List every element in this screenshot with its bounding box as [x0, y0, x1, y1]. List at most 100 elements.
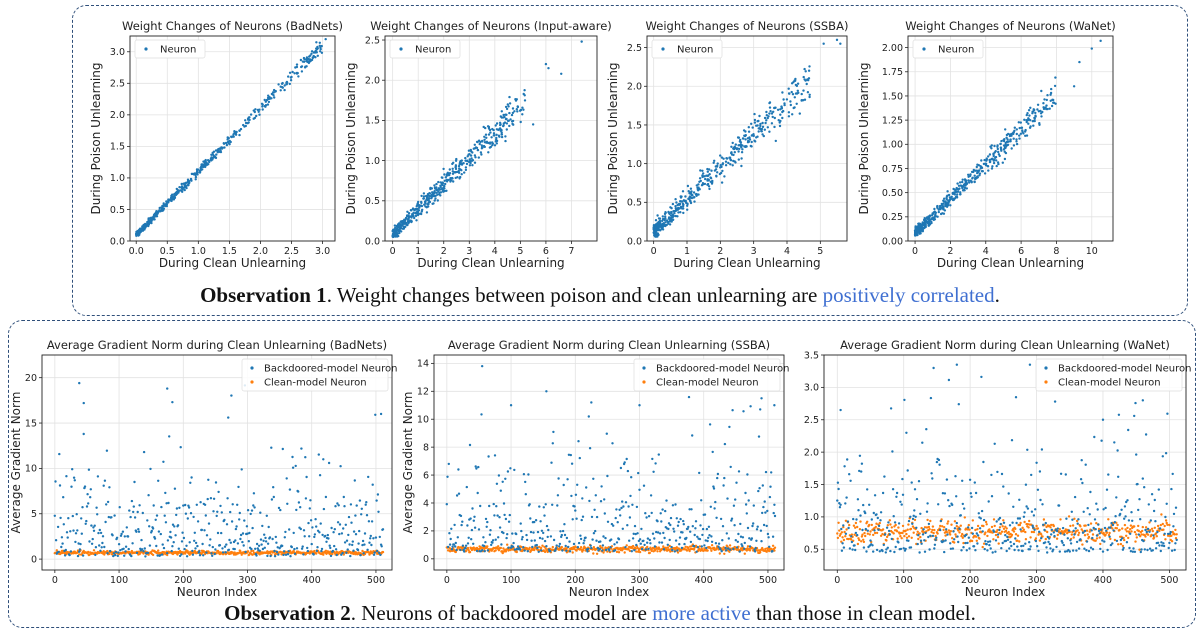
backdoor-neuron-point: [734, 539, 737, 542]
backdoor-neuron-point: [82, 432, 85, 436]
clean-neuron-point: [925, 526, 929, 529]
backdoor-neuron-point: [856, 533, 859, 537]
data-point: [252, 109, 255, 112]
backdoor-neuron-point: [449, 537, 452, 541]
legend-marker-backdoor: [642, 366, 646, 370]
backdoor-neuron-point: [464, 544, 468, 547]
data-point: [936, 204, 939, 208]
backdoor-neuron-point: [570, 494, 573, 498]
backdoor-neuron-point: [284, 553, 288, 556]
data-point: [170, 196, 173, 199]
data-point: [741, 148, 744, 151]
clean-neuron-point: [854, 521, 858, 525]
backdoor-neuron-point: [495, 505, 498, 508]
backdoor-neuron-point: [372, 537, 375, 540]
clean-neuron-point: [900, 537, 903, 540]
backdoor-neuron-point: [221, 547, 224, 550]
backdoor-neuron-point: [849, 479, 852, 482]
data-point: [664, 217, 667, 220]
backdoor-neuron-point: [635, 505, 639, 509]
data-point: [500, 131, 503, 134]
data-point: [257, 110, 260, 114]
backdoor-neuron-point: [851, 548, 854, 551]
backdoor-neuron-point: [541, 537, 544, 540]
clean-neuron-point: [905, 532, 908, 536]
y-tick-label: 14: [417, 359, 429, 370]
data-point: [1027, 122, 1030, 125]
backdoor-neuron-point: [89, 496, 92, 499]
backdoor-neuron-point: [546, 535, 549, 539]
clean-neuron-point: [1155, 535, 1158, 538]
backdoor-neuron-point: [671, 504, 675, 507]
backdoor-neuron-point: [659, 512, 662, 515]
backdoor-neuron-point: [73, 479, 76, 482]
clean-neuron-point: [1118, 528, 1121, 532]
y-axis-label: During Poison Unlearning: [606, 63, 620, 215]
data-point: [469, 161, 472, 165]
y-tick-label: 0.0: [110, 236, 125, 247]
plot-frame: [907, 35, 1114, 242]
backdoor-neuron-point: [712, 487, 716, 490]
x-tick-label: 4: [983, 246, 989, 257]
data-point: [951, 192, 954, 195]
backdoor-neuron-point: [859, 514, 862, 517]
data-point: [415, 212, 418, 215]
data-point: [802, 89, 805, 92]
y-axis-label: Average Gradient Norm: [9, 392, 23, 534]
backdoor-neuron-point: [213, 552, 216, 556]
backdoor-neuron-point: [164, 491, 167, 495]
data-point: [740, 164, 743, 168]
data-point: [802, 99, 805, 102]
data-point: [511, 107, 515, 110]
data-point: [755, 136, 758, 139]
backdoor-neuron-point: [361, 539, 365, 543]
data-point: [719, 166, 722, 169]
backdoor-neuron-point: [655, 530, 658, 534]
backdoor-neuron-point: [114, 553, 117, 557]
backdoor-neuron-point: [691, 525, 694, 528]
data-point: [1052, 98, 1055, 102]
backdoor-neuron-point: [747, 499, 750, 502]
clean-neuron-point: [631, 544, 635, 548]
backdoor-neuron-point: [166, 552, 169, 555]
data-point: [497, 128, 500, 132]
data-point: [785, 98, 789, 101]
backdoor-neuron-point: [191, 549, 194, 553]
data-point: [667, 211, 671, 215]
backdoor-neuron-point: [726, 547, 730, 550]
clean-neuron-point: [1023, 520, 1026, 524]
y-tick-label: 0.5: [110, 205, 125, 216]
backdoor-neuron-point: [528, 503, 531, 506]
backdoor-neuron-point: [852, 517, 855, 521]
clean-neuron-point: [892, 532, 895, 535]
backdoor-neuron-point: [246, 509, 250, 512]
backdoor-neuron-point: [188, 541, 191, 544]
data-point: [443, 184, 446, 188]
backdoor-neuron-point: [347, 533, 350, 537]
clean-neuron-point: [872, 533, 875, 537]
backdoor-neuron-point: [239, 537, 242, 541]
data-point: [238, 133, 241, 137]
backdoor-neuron-point: [346, 548, 349, 551]
x-tick-label: 300: [1027, 575, 1045, 586]
backdoor-neuron-point: [736, 540, 739, 543]
backdoor-neuron-point: [644, 548, 648, 551]
clean-neuron-point: [856, 525, 859, 529]
clean-neuron-point: [723, 552, 726, 555]
backdoor-neuron-point: [869, 539, 872, 542]
data-point: [741, 144, 744, 147]
data-point: [712, 161, 715, 164]
backdoor-neuron-point: [651, 457, 654, 461]
backdoor-neuron-point: [594, 494, 597, 497]
backdoor-neuron-point: [542, 506, 545, 509]
backdoor-neuron-point: [721, 525, 725, 528]
backdoor-neuron-point: [612, 524, 615, 527]
y-tick-label: 0.5: [804, 545, 819, 556]
clean-neuron-point: [961, 536, 964, 539]
data-point: [186, 178, 190, 181]
backdoor-neuron-point: [723, 476, 726, 480]
data-point: [987, 155, 990, 158]
data-point: [721, 162, 725, 165]
backdoor-neuron-point: [218, 544, 222, 547]
